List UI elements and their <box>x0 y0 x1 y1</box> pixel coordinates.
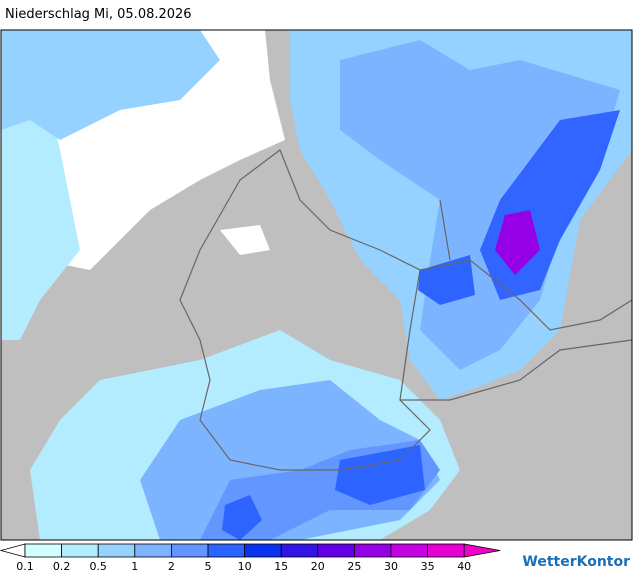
country-border <box>179 149 431 471</box>
legend-swatch <box>24 543 62 558</box>
legend-swatch <box>61 543 99 558</box>
legend-label: 20 <box>311 560 325 573</box>
map-frame <box>0 29 633 541</box>
rain-area <box>1 30 220 140</box>
country-border <box>419 259 633 331</box>
legend-label: 2 <box>168 560 175 573</box>
legend-label: 25 <box>347 560 361 573</box>
legend-label: 0.1 <box>16 560 34 573</box>
legend-swatch <box>390 543 428 558</box>
legend-label: 5 <box>205 560 212 573</box>
legend-label: 35 <box>421 560 435 573</box>
legend-swatch <box>427 543 465 558</box>
legend-swatch <box>280 543 319 558</box>
rain-area <box>1 70 80 340</box>
legend-label: 10 <box>238 560 252 573</box>
map-title: Niederschlag Mi, 05.08.2026 <box>5 7 192 22</box>
legend-label: 15 <box>274 560 288 573</box>
sea <box>220 225 270 255</box>
legend-swatch <box>317 543 355 558</box>
rain-area <box>335 445 425 505</box>
legend-arrow <box>0 543 26 558</box>
legend-label: 40 <box>457 560 471 573</box>
legend-swatch <box>244 543 282 558</box>
legend-arrow <box>463 543 501 558</box>
legend-swatch <box>170 543 209 558</box>
map-area <box>0 29 633 541</box>
legend-label: 0.2 <box>53 560 71 573</box>
country-border <box>400 339 633 401</box>
legend: 0.1 0.2 0.5 1 2 5 10 15 20 25 30 35 40 <box>0 543 501 573</box>
legend-label: 30 <box>384 560 398 573</box>
legend-label: 0.5 <box>89 560 107 573</box>
legend-label: 1 <box>131 560 138 573</box>
legend-swatch <box>134 543 172 558</box>
legend-swatch <box>207 543 245 558</box>
country-border <box>439 199 451 261</box>
rain-area <box>222 495 262 540</box>
rain-area <box>495 210 540 275</box>
legend-swatch <box>97 543 136 558</box>
legend-swatch <box>353 543 392 558</box>
rain-area <box>340 40 620 370</box>
brand-logo: WetterKontor <box>522 554 630 570</box>
